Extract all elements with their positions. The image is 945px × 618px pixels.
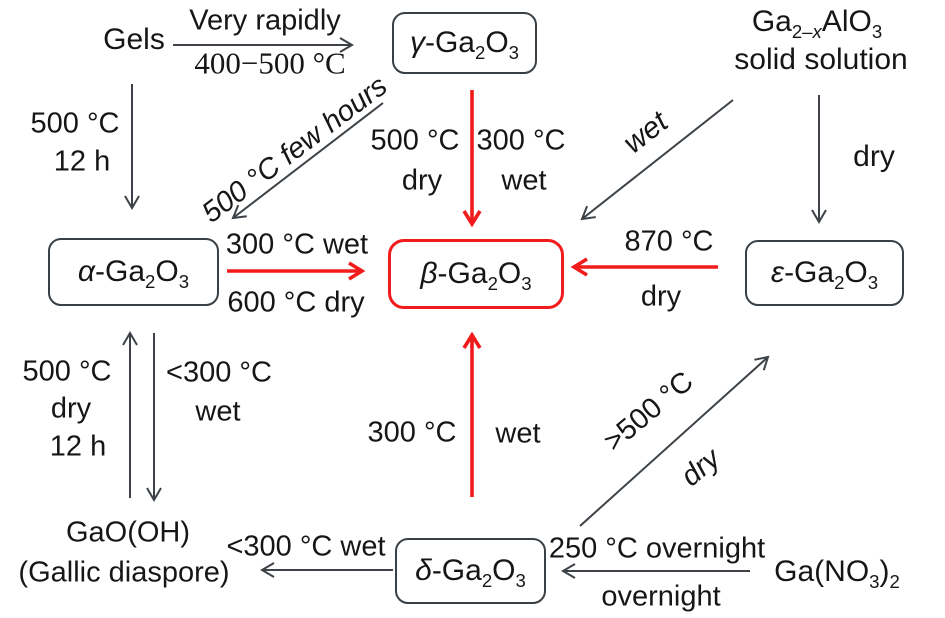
label-alpha-gaooh-wet: wet — [195, 395, 241, 428]
node-gels: Gels — [103, 23, 165, 56]
label-very-rapidly: Very rapidly — [189, 4, 341, 37]
label-gamma-beta-wet: wet — [501, 164, 547, 197]
node-epsilon-ga2o3-label: ε-Ga2O3 — [770, 256, 879, 293]
label-delta-beta-300c: 300 °C — [367, 416, 457, 449]
arrow-solidsolution-to-beta — [580, 99, 734, 221]
label-gaooh-alpha-500c: 500 °C — [22, 355, 112, 388]
node-solid-solution-text: solid solution — [734, 43, 908, 76]
label-epsilon-beta-870c: 870 °C — [624, 225, 714, 258]
node-beta-ga2o3-label: β-Ga2O3 — [420, 257, 532, 294]
label-gels-alpha-temp: 500 °C — [30, 107, 120, 140]
arrow-delta-to-epsilon — [579, 355, 770, 527]
label-gamma-beta-300c: 300 °C — [476, 124, 566, 157]
node-beta-ga2o3-box: β-Ga2O3 — [388, 239, 564, 309]
arrow-gamma-to-alpha — [231, 102, 384, 220]
label-epsilon-beta-dry: dry — [640, 280, 682, 313]
label-alpha-beta-wet: 300 °C wet — [225, 228, 369, 261]
label-gaooh-alpha-12h: 12 h — [49, 430, 107, 463]
node-epsilon-ga2o3-box: ε-Ga2O3 — [745, 240, 904, 306]
node-gamma-ga2o3-label: γ-Ga2O3 — [409, 26, 520, 63]
label-gamma-beta-500c: 500 °C — [370, 124, 460, 157]
label-alpha-beta-dry: 600 °C dry — [227, 286, 365, 319]
label-nitrate-delta-overnight: overnight — [601, 580, 721, 613]
node-gaooh-line1: GaO(OH) — [65, 516, 191, 549]
label-gels-alpha-time: 12 h — [53, 145, 111, 178]
label-delta-beta-wet: wet — [495, 417, 541, 450]
label-delta-gaooh-300c-wet: <300 °C wet — [226, 530, 386, 563]
node-ga-nitrate: Ga(NO3)2 — [774, 555, 900, 592]
node-solid-solution-formula: Ga2–xAlO3 — [751, 5, 883, 42]
node-alpha-ga2o3-label: α-Ga2O3 — [77, 255, 190, 292]
label-gamma-beta-dry: dry — [401, 164, 443, 197]
node-delta-ga2o3-box: δ-Ga2O3 — [395, 538, 546, 604]
node-delta-ga2o3-label: δ-Ga2O3 — [415, 554, 526, 591]
label-gaooh-alpha-dry: dry — [50, 392, 92, 425]
label-solidsolution-dry: dry — [853, 140, 895, 173]
label-alpha-gaooh-300c: <300 °C — [166, 356, 272, 389]
label-nitrate-delta-250c: 250 °C overnight — [548, 532, 766, 565]
node-gamma-ga2o3-box: γ-Ga2O3 — [392, 12, 537, 74]
node-alpha-ga2o3-box: α-Ga2O3 — [48, 238, 219, 306]
node-gaooh-line2: (Gallic diaspore) — [18, 556, 230, 589]
label-400-500c: 400−500 °C — [194, 45, 346, 81]
